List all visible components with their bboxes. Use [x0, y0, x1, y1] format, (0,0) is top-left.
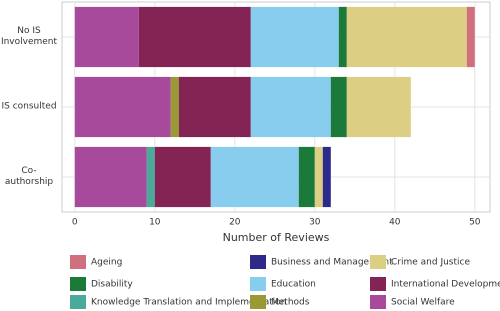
- legend-key: [250, 295, 266, 309]
- legend-label: International Development: [391, 280, 500, 290]
- legend-key: [370, 277, 386, 291]
- x-tick-label: 20: [229, 218, 241, 228]
- bar-segment: [74, 76, 171, 138]
- y-tick-label: Co-authorship: [4, 166, 54, 187]
- legend-label: Business and Management: [271, 258, 393, 268]
- legend-key: [70, 277, 86, 291]
- bar-segment: [314, 146, 323, 208]
- bar-segment: [250, 6, 339, 68]
- bar-segment: [346, 6, 467, 68]
- x-tick-label: 10: [149, 218, 161, 228]
- legend-key: [250, 255, 266, 269]
- legend-label: Ageing: [91, 258, 122, 268]
- bar-segment: [74, 6, 139, 68]
- bar-segment: [338, 6, 347, 68]
- x-tick-label: 0: [72, 218, 78, 228]
- legend-label: Methods: [271, 298, 310, 308]
- x-axis-title: Number of Reviews: [223, 231, 330, 244]
- bar-segment: [154, 146, 211, 208]
- x-tick-label: 40: [389, 218, 401, 228]
- legend-key: [70, 295, 86, 309]
- legend-key: [370, 255, 386, 269]
- legend-label: Social Welfare: [391, 298, 455, 308]
- x-tick-label: 30: [309, 218, 321, 228]
- bar-segment: [210, 146, 299, 208]
- legend-key: [250, 277, 266, 291]
- legend-label: Knowledge Translation and Implementation: [91, 298, 287, 308]
- legend-key: [370, 295, 386, 309]
- bar-segment: [146, 146, 155, 208]
- y-tick-label: No IS Involvement: [0, 26, 58, 47]
- bar-segment: [178, 76, 251, 138]
- bar-segment: [298, 146, 315, 208]
- legend-label: Disability: [91, 280, 133, 290]
- y-tick-label: IS consulted: [1, 101, 57, 112]
- bar-segment: [330, 76, 347, 138]
- bar-segment: [250, 76, 331, 138]
- x-tick-label: 50: [469, 218, 481, 228]
- bar-segment: [138, 6, 251, 68]
- bar-segment: [322, 146, 331, 208]
- bar-segment: [170, 76, 179, 138]
- legend-label: Crime and Justice: [391, 258, 470, 268]
- legend-label: Education: [271, 280, 316, 290]
- legend-key: [70, 255, 86, 269]
- bar-segment: [346, 76, 411, 138]
- bar-segment: [466, 6, 475, 68]
- bar-segment: [74, 146, 147, 208]
